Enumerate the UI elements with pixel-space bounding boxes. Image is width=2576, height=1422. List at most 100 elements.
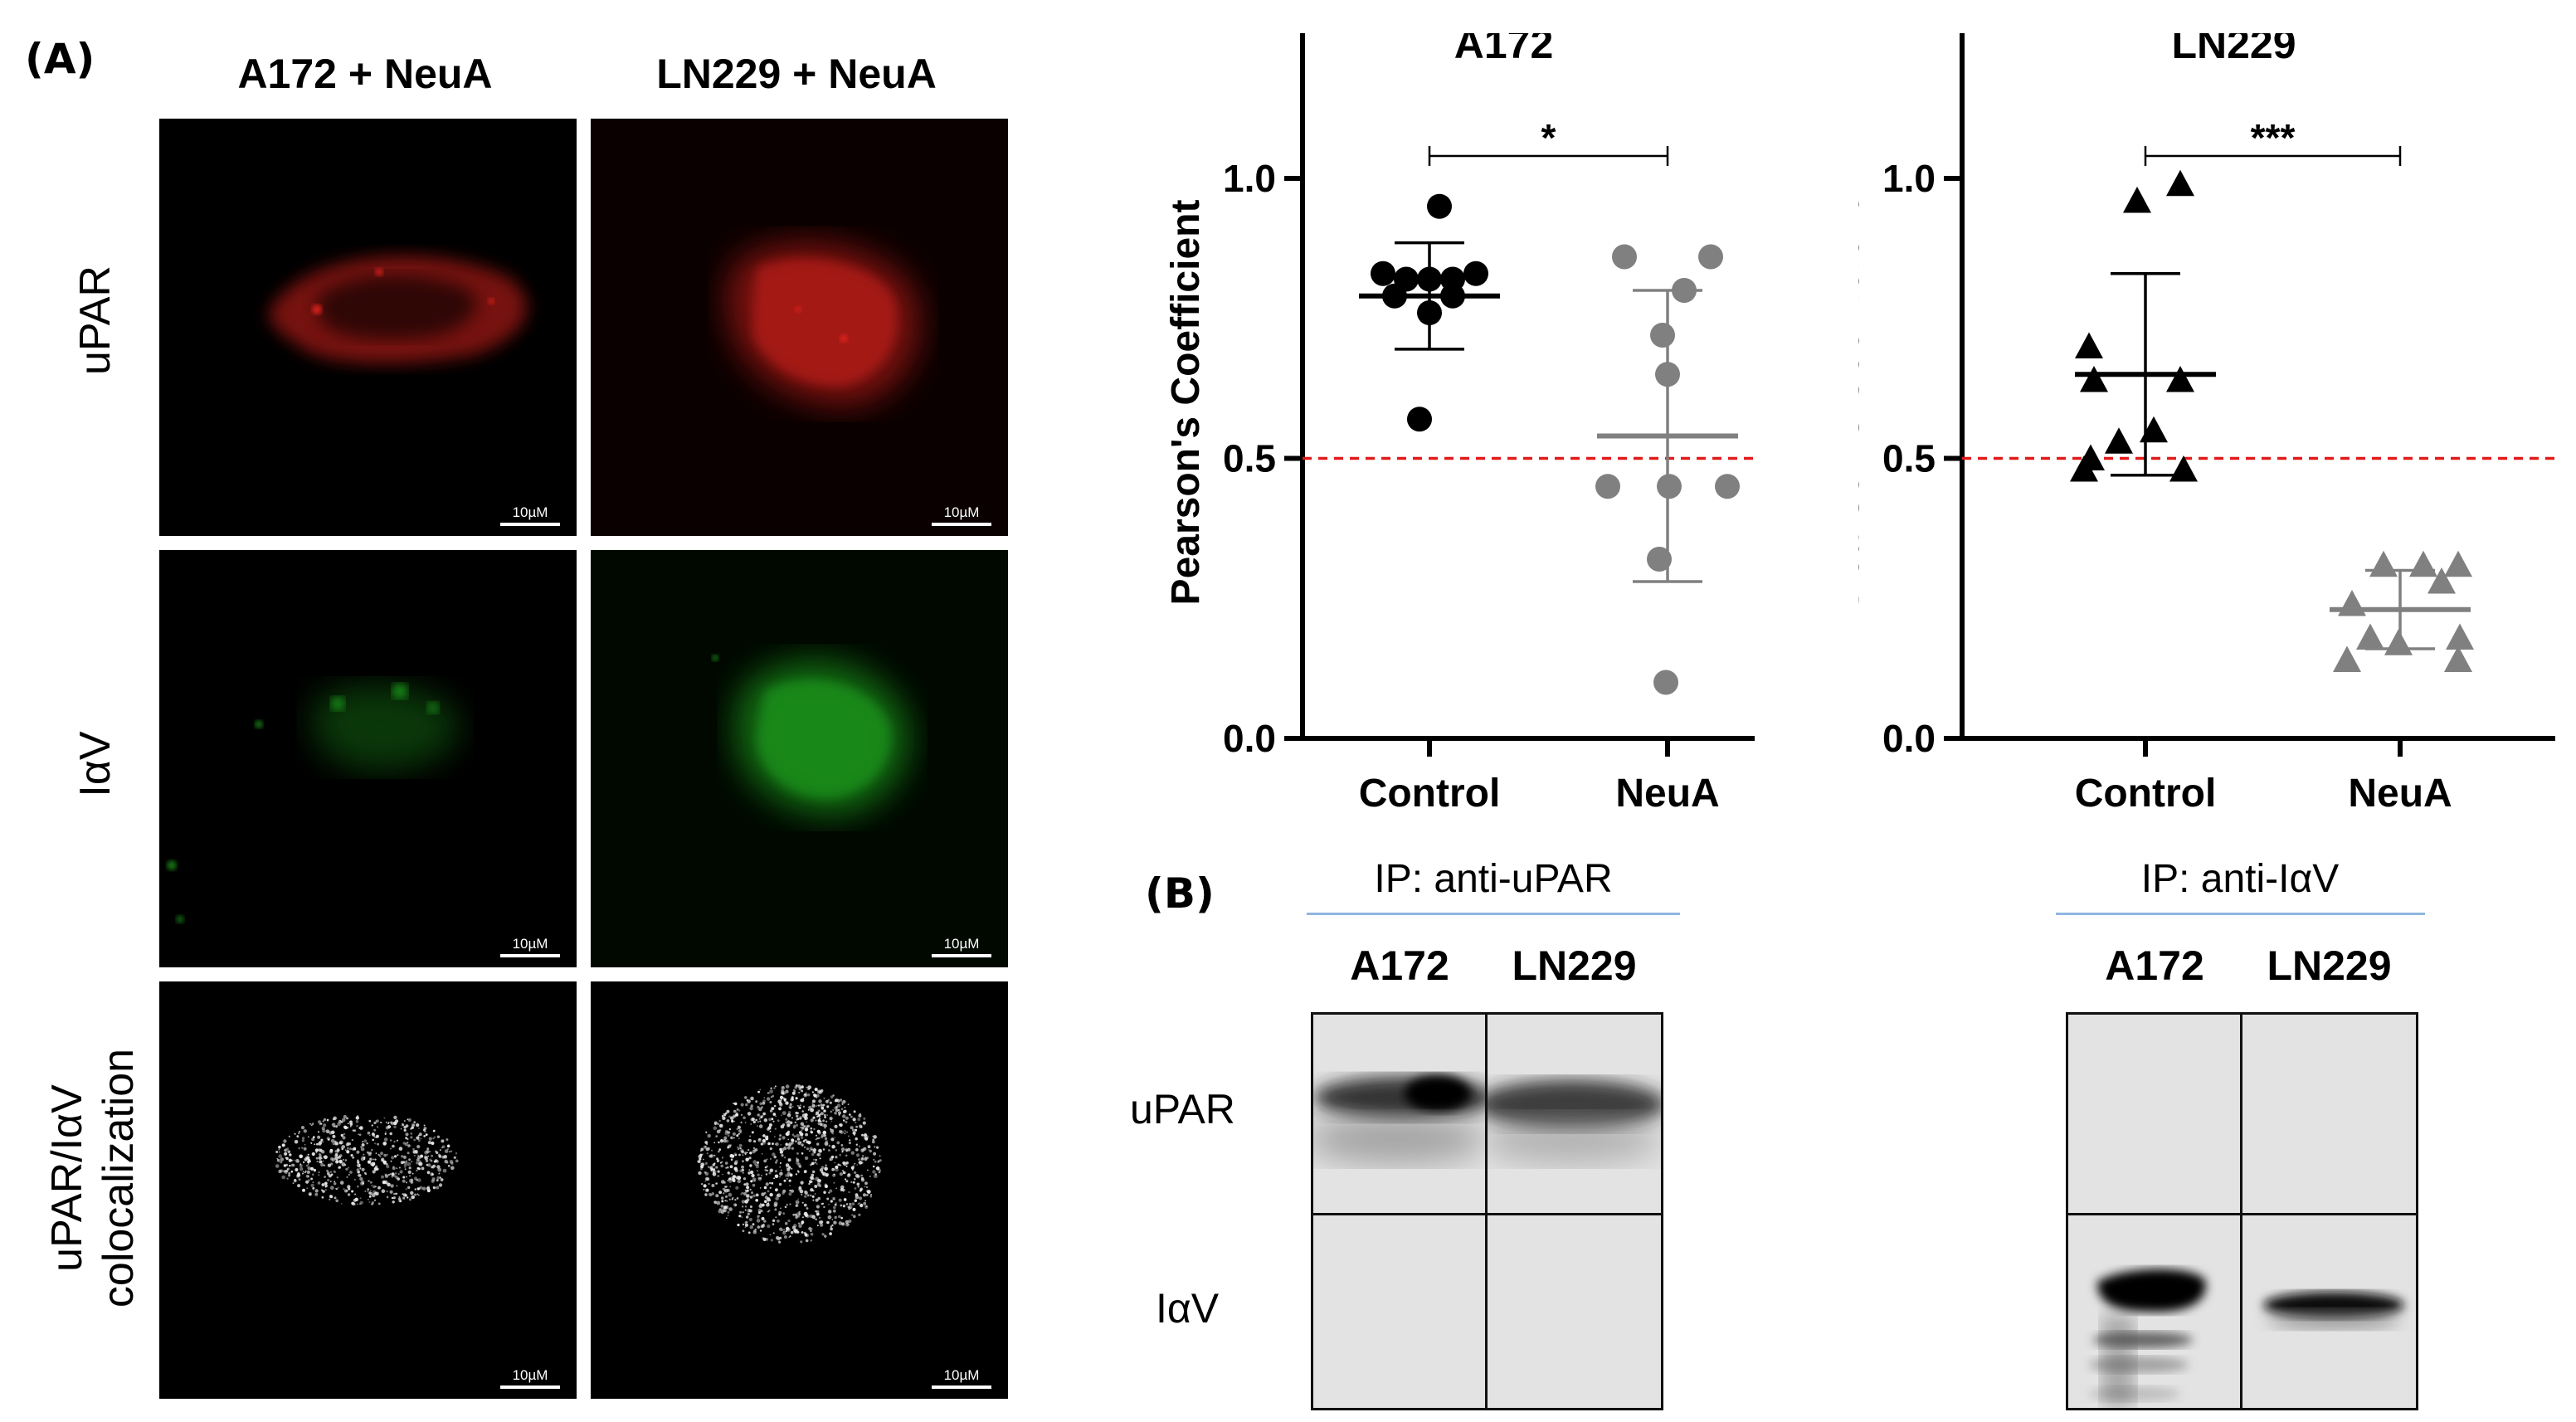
coloc-speckle [297,1172,300,1176]
coloc-speckle [417,1194,420,1196]
coloc-speckle [414,1188,416,1191]
coloc-speckle [439,1176,441,1179]
coloc-speckle [407,1161,411,1166]
coloc-speckle [837,1163,840,1166]
coloc-speckle [772,1232,775,1235]
coloc-speckle [335,1154,338,1157]
coloc-speckle [349,1171,353,1174]
coloc-speckle [804,1156,809,1161]
coloc-speckle [442,1168,447,1173]
coloc-speckle [872,1138,874,1142]
coloc-speckle [844,1107,846,1108]
coloc-speckle [405,1188,407,1191]
coloc-speckle [801,1110,804,1113]
coloc-speckle [332,1142,335,1146]
coloc-speckle [387,1196,389,1198]
coloc-speckle [290,1170,294,1173]
scale-bar: 10µM [932,504,991,526]
coloc-speckle [393,1141,396,1143]
coloc-speckle [743,1177,747,1181]
coloc-speckle [829,1189,833,1193]
coloc-speckle [840,1185,845,1190]
upar-ln229-signal [727,242,920,406]
coloc-speckle [736,1134,739,1137]
coloc-speckle [321,1196,324,1199]
coloc-speckle [709,1154,713,1158]
coloc-speckle [812,1177,815,1181]
coloc-speckle [303,1129,307,1133]
coloc-speckle [804,1116,808,1120]
coloc-speckle [805,1132,808,1137]
coloc-speckle [719,1161,722,1164]
coloc-speckle [400,1127,402,1130]
coloc-speckle [368,1201,371,1203]
coloc-speckle [718,1191,722,1195]
coloc-speckle [280,1161,283,1164]
coloc-speckle [789,1185,791,1186]
coloc-speckle [713,1126,718,1131]
coloc-speckle [746,1215,749,1219]
coloc-speckle [433,1160,436,1163]
coloc-speckle [744,1122,747,1123]
coloc-speckle [718,1150,720,1153]
coloc-speckle [703,1158,704,1161]
coloc-speckle [796,1157,798,1160]
coloc-speckle [851,1202,855,1206]
coloc-speckle [376,1167,379,1171]
coloc-speckle [702,1153,704,1155]
coloc-speckle [393,1175,397,1178]
coloc-speckle [734,1204,737,1206]
coloc-speckle [766,1158,768,1161]
coloc-speckle [425,1159,429,1162]
coloc-speckle [727,1171,730,1175]
coloc-speckle [322,1120,324,1123]
coloc-speckle [862,1121,866,1125]
coloc-speckle [735,1186,739,1190]
coloc-speckle [283,1139,287,1143]
coloc-speckle [359,1126,363,1130]
coloc-speckle [845,1223,850,1227]
coloc-speckle [786,1226,790,1231]
coloc-speckle [749,1171,752,1173]
coloc-speckle [336,1151,339,1153]
coloc-speckle [765,1173,768,1176]
coloc-speckle [410,1181,414,1184]
coloc-speckle [757,1176,761,1180]
coloc-speckle [733,1175,737,1179]
coloc-speckle [863,1117,866,1120]
coloc-speckle [811,1103,816,1108]
coloc-speckle [783,1179,786,1182]
coloc-speckle [726,1119,730,1123]
coloc-speckle [782,1136,786,1140]
coloc-speckle [303,1147,307,1151]
coloc-speckle [290,1163,295,1167]
coloc-speckle [784,1205,787,1209]
coloc-speckle [404,1161,408,1164]
coloc-speckle [831,1167,835,1171]
coloc-speckle [718,1119,721,1123]
coloc-speckle [866,1190,869,1193]
coloc-speckle [377,1153,380,1157]
coloc-speckle [744,1200,748,1204]
coloc-speckle [363,1171,367,1175]
coloc-speckle [777,1099,782,1103]
coloc-speckle [375,1152,377,1154]
coloc-speckle [381,1175,384,1179]
coloc-speckle [731,1177,735,1181]
coloc-speckle [346,1150,350,1154]
coloc-speckle [769,1109,773,1113]
coloc-speckle [704,1141,709,1144]
coloc-speckle [335,1142,339,1146]
coloc-speckle [752,1120,756,1124]
data-point [1657,474,1682,499]
coloc-speckle [376,1119,379,1123]
coloc-speckle [782,1189,786,1193]
coloc-speckle [774,1127,777,1130]
coloc-speckle [353,1198,357,1202]
coloc-speckle [759,1187,762,1189]
coloc-speckle [426,1147,430,1151]
coloc-speckle [828,1203,830,1205]
coloc-speckle [750,1104,753,1108]
blot-upar-ln229 [1485,1012,1663,1215]
data-point [1407,407,1432,432]
